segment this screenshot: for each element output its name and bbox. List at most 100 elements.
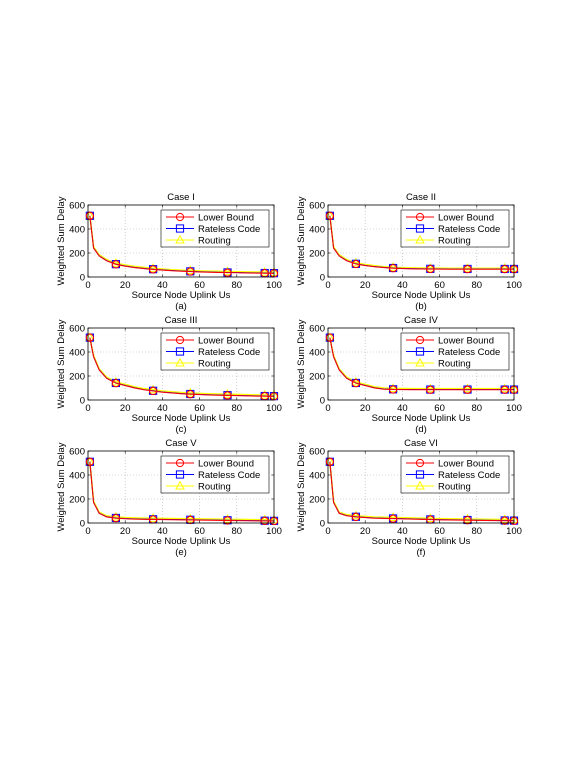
panel-b-y-tick-label: 200 xyxy=(309,248,325,259)
panel-e-series-line-routing xyxy=(89,461,275,521)
panel-e-y-axis-label: Weighted Sum Delay xyxy=(56,442,67,531)
panel-e-y-tick-label: 0 xyxy=(80,518,85,529)
panel-e-marker-lower_bound xyxy=(186,515,195,525)
panel-b-marker-routing xyxy=(499,263,510,272)
panel-d-x-tick-label: 0 xyxy=(325,403,330,414)
panel-c-legend-marker-lower_bound xyxy=(175,335,185,345)
panel-f-legend-marker-routing xyxy=(415,480,425,490)
panel-c-marker-lower_bound xyxy=(186,390,195,399)
panel-c-marker-lower_bound xyxy=(85,333,94,342)
panel-d-marker-lower_bound xyxy=(389,385,398,394)
panel-d-marker-lower_bound xyxy=(351,379,360,388)
panel-c-legend-label-rateless_code: Rateless Code xyxy=(198,347,260,358)
panel-f-y-tick-label: 200 xyxy=(309,494,325,505)
panel-f-marker-lower_bound xyxy=(351,512,360,522)
panel-f-x-tick-label: 80 xyxy=(472,526,483,537)
panel-f-marker-lower_bound xyxy=(500,516,509,525)
panel-d-x-tick-label: 80 xyxy=(472,403,483,414)
panel-b-legend-marker-routing xyxy=(415,234,425,244)
panel-b-marker-routing xyxy=(351,257,361,267)
panel-f-marker-lower_bound xyxy=(389,514,398,523)
panel-c-legend-label-routing: Routing xyxy=(198,358,231,369)
panel-c-y-tick-label: 200 xyxy=(69,371,85,382)
panel-b-x-tick-label: 40 xyxy=(397,280,408,291)
panel-d-marker-routing xyxy=(499,383,510,393)
panel-e-y-tick-label: 400 xyxy=(69,470,85,481)
panel-d-y-tick-label: 0 xyxy=(320,395,325,406)
panel-b-marker-lower_bound xyxy=(426,264,435,274)
panel-c-x-tick-label: 100 xyxy=(266,403,282,414)
panel-f-marker-routing xyxy=(499,514,510,524)
panel-a-x-tick-label: 100 xyxy=(266,280,282,291)
panel-c-y-axis-label: Weighted Sum Delay xyxy=(56,319,67,408)
panel-f-x-tick-label: 40 xyxy=(397,526,408,537)
panel-d-axes-frame xyxy=(327,327,515,401)
panel-c-x-tick-label: 40 xyxy=(157,403,168,414)
panel-f-legend-label-routing: Routing xyxy=(438,481,471,492)
panel-e-x-tick-label: 80 xyxy=(232,526,243,537)
panel-b-legend-marker-rateless_code xyxy=(415,224,425,233)
panel-e-marker-routing xyxy=(148,513,158,522)
panel-a-y-tick-label: 200 xyxy=(69,248,85,259)
panel-d-legend-marker-lower_bound xyxy=(415,335,425,345)
panel-a-marker-routing xyxy=(148,263,158,272)
panel-a-panel-label: (a) xyxy=(175,301,187,312)
panel-b-marker-lower_bound xyxy=(500,265,509,274)
panel-e-y-tick-label: 200 xyxy=(69,494,85,505)
panel-a-y-tick-label: 600 xyxy=(69,200,85,211)
panel-b-x-axis-label: Source Node Uplink Us xyxy=(372,290,471,301)
panel-b-y-axis-label: Weighted Sum Delay xyxy=(296,196,307,285)
panel-c-x-tick-label: 0 xyxy=(85,403,90,414)
panel-c-series-line-routing xyxy=(89,337,275,396)
panel-f-x-tick-label: 100 xyxy=(506,526,522,537)
panel-e-legend-marker-rateless_code xyxy=(175,470,185,479)
panel-b-y-tick-label: 400 xyxy=(309,224,325,235)
panel-b-marker-lower_bound xyxy=(325,211,334,220)
panel-b-panel-label: (b) xyxy=(415,301,427,312)
panel-a-x-tick-label: 60 xyxy=(194,280,205,291)
panel-f-y-tick-label: 600 xyxy=(309,446,325,457)
panel-d-legend-label-routing: Routing xyxy=(438,358,471,369)
panel-f-y-tick-label: 0 xyxy=(320,518,325,529)
panel-a-marker-lower_bound xyxy=(85,211,94,220)
panel-d-series-line-routing xyxy=(329,337,514,390)
panel-b-x-tick-label: 0 xyxy=(325,280,330,291)
panel-a-series-line-routing xyxy=(89,215,275,274)
panel-c-x-axis-label: Source Node Uplink Us xyxy=(132,413,231,424)
panel-e-legend-label-routing: Routing xyxy=(198,481,231,492)
panel-b-title: Case II xyxy=(406,192,436,203)
panel-a-legend-label-lower_bound: Lower Bound xyxy=(198,212,254,223)
panel-a-x-tick-label: 20 xyxy=(120,280,131,291)
panel-f-legend-box xyxy=(400,455,510,494)
panel-e-marker-lower_bound xyxy=(85,457,94,466)
panel-a-marker-lower_bound xyxy=(223,268,232,277)
panel-a-x-axis-label: Source Node Uplink Us xyxy=(132,290,231,301)
panel-e-title: Case V xyxy=(165,438,197,449)
panel-d-x-tick-label: 40 xyxy=(397,403,408,414)
panel-a-marker-routing xyxy=(222,266,233,276)
panel-b-x-tick-label: 100 xyxy=(506,280,522,291)
panel-b-x-tick-label: 60 xyxy=(434,280,445,291)
panel-a-y-tick-label: 400 xyxy=(69,224,85,235)
panel-d-legend-label-lower_bound: Lower Bound xyxy=(438,335,494,346)
panel-e-x-tick-label: 0 xyxy=(85,526,90,537)
panel-c-x-tick-label: 60 xyxy=(194,403,205,414)
panel-a-axes-frame xyxy=(87,204,275,278)
panel-f-y-axis-label: Weighted Sum Delay xyxy=(296,442,307,531)
panel-e-legend-marker-routing xyxy=(175,480,185,490)
panel-b-legend-label-lower_bound: Lower Bound xyxy=(438,212,494,223)
panel-f-title: Case VI xyxy=(404,438,438,449)
panel-f-y-tick-label: 400 xyxy=(309,470,325,481)
panel-d-legend-label-rateless_code: Rateless Code xyxy=(438,347,500,358)
panel-f-x-tick-label: 60 xyxy=(434,526,445,537)
panel-e-x-tick-label: 60 xyxy=(194,526,205,537)
panel-f-legend-marker-lower_bound xyxy=(415,458,425,468)
panel-d-marker-routing xyxy=(388,383,398,392)
panel-f-series-line-lower_bound xyxy=(329,461,515,522)
panel-f-series-line-routing xyxy=(329,461,515,521)
panel-a-legend-label-routing: Routing xyxy=(198,235,231,246)
panel-f-marker-lower_bound xyxy=(463,516,472,525)
panel-b-legend-label-routing: Routing xyxy=(438,235,471,246)
panel-b-marker-routing xyxy=(462,263,473,272)
panel-f-x-tick-label: 20 xyxy=(360,526,371,537)
